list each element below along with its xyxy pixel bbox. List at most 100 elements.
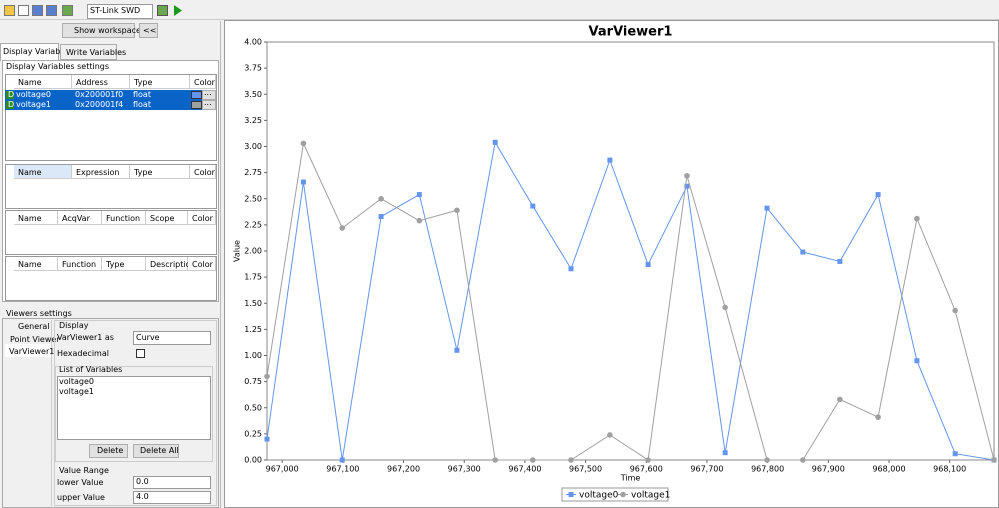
toolbar-icon[interactable] — [46, 5, 57, 16]
x-tick-label: 967,300 — [448, 465, 481, 474]
variable-type: float — [133, 90, 151, 99]
data-point — [454, 347, 460, 353]
tab-label[interactable]: Write Variables — [66, 48, 127, 57]
button-label[interactable]: << — [143, 26, 157, 35]
table-header — [72, 75, 130, 89]
data-point — [875, 192, 881, 198]
row-icon-label: D — [8, 100, 15, 109]
toolbar-icon[interactable] — [62, 5, 73, 16]
legend-marker — [620, 491, 626, 498]
button-label[interactable]: Delete All — [140, 446, 179, 455]
x-tick-label: 967,400 — [508, 465, 541, 474]
x-tick-label: 967,000 — [266, 465, 299, 474]
field-label: lower Value — [57, 478, 104, 487]
y-tick-label: 4.00 — [244, 38, 262, 47]
table-header — [72, 165, 130, 179]
group-title: Display — [59, 321, 89, 330]
field-label: VarViewer1 as — [57, 333, 114, 342]
input-value[interactable]: 0.0 — [136, 477, 149, 486]
viewer-item-label[interactable]: Point Viewer — [10, 334, 60, 344]
button-label[interactable]: Delete — [97, 446, 124, 455]
variable-name: voltage0 — [16, 90, 51, 99]
text-input[interactable] — [133, 491, 211, 504]
variable-list — [57, 376, 211, 440]
color-button-label[interactable]: ... — [204, 98, 212, 107]
table-row[interactable] — [5, 100, 202, 110]
data-point — [952, 451, 958, 457]
list-item[interactable]: voltage0 — [59, 377, 94, 386]
button[interactable] — [139, 23, 158, 38]
toolbar-icon[interactable] — [4, 5, 15, 16]
data-point — [339, 457, 345, 463]
group-title: List of Variables — [59, 365, 123, 374]
legend-marker — [568, 492, 574, 497]
run-icon[interactable] — [174, 5, 182, 16]
tab[interactable] — [60, 44, 117, 60]
header-label: Name — [18, 168, 42, 177]
data-point — [645, 457, 651, 463]
connection-select[interactable] — [87, 4, 153, 19]
text-input[interactable] — [133, 476, 211, 489]
plot-area — [266, 41, 995, 461]
data-point — [645, 262, 651, 268]
viewer-item-label[interactable]: General — [18, 322, 50, 331]
x-tick-label: 968,100 — [933, 465, 966, 474]
x-tick-label: 967,200 — [387, 465, 420, 474]
data-point — [800, 249, 806, 255]
table-header — [14, 75, 72, 89]
table-row[interactable] — [5, 90, 202, 100]
x-axis-label: Time — [620, 474, 641, 483]
color-button[interactable] — [202, 100, 216, 110]
y-tick-label: 2.00 — [244, 247, 262, 256]
viewer-type-select[interactable] — [133, 331, 211, 345]
data-point — [264, 436, 270, 442]
list-item[interactable]: voltage1 — [59, 387, 94, 396]
button-label[interactable]: Show workspace — [74, 26, 141, 35]
toolbar — [0, 0, 999, 20]
header-label: Name — [18, 260, 42, 269]
table-header — [130, 165, 190, 179]
color-swatch — [191, 101, 202, 109]
y-tick-label: 1.25 — [244, 325, 262, 334]
data-point — [764, 205, 770, 211]
button[interactable] — [89, 444, 128, 458]
data-point — [339, 225, 346, 231]
data-point — [722, 450, 728, 456]
toolbar-icon[interactable] — [18, 5, 29, 16]
y-axis-label: Value — [233, 240, 242, 262]
tab-label[interactable]: Display Variables — [3, 47, 72, 56]
input-value[interactable]: 4.0 — [136, 492, 149, 501]
variables-group — [55, 366, 213, 462]
button[interactable] — [62, 23, 135, 38]
variable-name: voltage1 — [16, 100, 51, 109]
data-point — [837, 258, 843, 264]
header-label: Color — [192, 214, 213, 223]
toolbar-icon[interactable] — [157, 5, 168, 16]
data-point — [416, 192, 422, 198]
data-point — [875, 414, 881, 420]
data-point — [684, 172, 690, 179]
header-label: Address — [76, 78, 108, 87]
y-tick-label: 1.50 — [244, 299, 262, 308]
viewer-item-label[interactable]: VarViewer1 — [9, 347, 55, 356]
data-point — [416, 217, 423, 224]
section-title: Viewers settings — [6, 309, 72, 318]
x-tick-label: 967,700 — [690, 465, 723, 474]
toolbar-icon[interactable] — [32, 5, 43, 16]
color-button-label[interactable]: ... — [204, 88, 212, 97]
header-label: Scope — [150, 214, 175, 223]
series-line — [266, 140, 995, 461]
select-value[interactable]: Curve — [136, 333, 160, 342]
checkbox[interactable] — [136, 349, 145, 358]
field-label: Hexadecimal — [57, 349, 109, 358]
data-point — [607, 432, 613, 438]
button[interactable] — [133, 444, 179, 458]
color-button[interactable] — [202, 90, 216, 100]
viewer-item[interactable] — [5, 344, 51, 357]
y-tick-label: 0.25 — [244, 429, 262, 438]
table-header — [102, 211, 146, 225]
tab[interactable] — [0, 43, 59, 61]
header-label: Description — [150, 260, 196, 269]
table-header — [58, 257, 102, 271]
data-point — [300, 179, 306, 185]
